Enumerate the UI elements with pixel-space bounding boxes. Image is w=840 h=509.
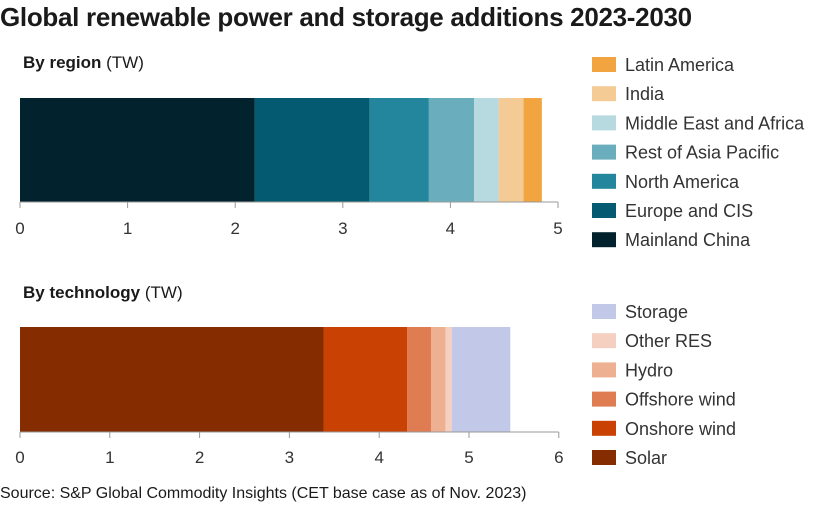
region-legend-swatch-2 — [592, 173, 616, 189]
region-bar-segment-1 — [254, 98, 370, 202]
region-tick-label-3: 3 — [338, 219, 347, 238]
region-legend-label-3: Rest of Asia Pacific — [625, 143, 779, 163]
region-bar-segment-0 — [20, 98, 255, 202]
technology-legend-label-3: Hydro — [625, 360, 673, 380]
region-tick-label-2: 2 — [230, 219, 239, 238]
technology-legend-swatch-1 — [592, 420, 616, 436]
technology-subtitle: By technology (TW) — [23, 283, 183, 303]
technology-legend-swatch-3 — [592, 362, 616, 378]
technology-tick-label-2: 2 — [195, 448, 204, 467]
technology-bar-segment-0 — [20, 327, 324, 432]
technology-bar-segment-5 — [451, 327, 511, 432]
technology-tick-label-6: 6 — [554, 448, 563, 467]
technology-legend-swatch-5 — [592, 304, 616, 319]
region-tick-label-4: 4 — [446, 219, 455, 238]
region-legend-swatch-5 — [592, 86, 616, 102]
region-legend-swatch-3 — [592, 144, 616, 160]
technology-legend-swatch-0 — [592, 450, 616, 465]
region-legend-label-5: India — [625, 84, 665, 104]
technology-tick-label-5: 5 — [464, 448, 473, 467]
region-legend-swatch-4 — [592, 115, 616, 131]
technology-legend-label-2: Offshore wind — [625, 390, 736, 410]
technology-bar-segment-1 — [323, 327, 408, 432]
technology-tick-label-1: 1 — [105, 448, 114, 467]
region-subtitle-label: By region — [23, 53, 102, 72]
technology-legend-label-0: Solar — [625, 448, 667, 468]
region-legend-swatch-0 — [592, 232, 616, 248]
technology-legend-label-4: Other RES — [625, 331, 712, 351]
technology-legend-swatch-2 — [592, 391, 616, 407]
chart-title: Global renewable power and storage addit… — [0, 2, 692, 32]
technology-subtitle-label: By technology — [23, 283, 141, 302]
technology-tick-label-4: 4 — [374, 448, 383, 467]
technology-bar-segment-4 — [445, 327, 452, 432]
region-subtitle-unit: (TW) — [106, 53, 144, 72]
technology-tick-label-0: 0 — [15, 448, 24, 467]
region-legend-label-4: Middle East and Africa — [625, 113, 805, 133]
technology-subtitle-unit: (TW) — [144, 283, 183, 302]
technology-bar-segment-2 — [407, 327, 432, 432]
region-legend-swatch-1 — [592, 203, 616, 218]
region-tick-label-0: 0 — [15, 219, 24, 238]
region-bar-segment-5 — [498, 98, 524, 202]
technology-legend-label-1: Onshore wind — [625, 419, 736, 439]
region-legend-label-2: North America — [625, 172, 740, 192]
source-note: Source: S&P Global Commodity Insights (C… — [0, 485, 527, 502]
region-bar-segment-3 — [428, 98, 475, 202]
technology-legend-label-5: Storage — [625, 302, 688, 322]
technology-bar-segment-3 — [431, 327, 446, 432]
region-bar-segment-2 — [369, 98, 429, 202]
region-legend-label-0: Mainland China — [625, 230, 751, 250]
region-bar-segment-4 — [474, 98, 499, 202]
region-legend-label-6: Latin America — [625, 55, 735, 75]
region-legend-swatch-6 — [592, 57, 616, 72]
region-legend-label-1: Europe and CIS — [625, 201, 753, 221]
region-subtitle: By region (TW) — [23, 53, 144, 73]
technology-legend-swatch-4 — [592, 333, 616, 349]
region-tick-label-5: 5 — [553, 219, 562, 238]
region-tick-label-1: 1 — [123, 219, 132, 238]
technology-tick-label-3: 3 — [285, 448, 294, 467]
region-bar-segment-6 — [523, 98, 542, 202]
